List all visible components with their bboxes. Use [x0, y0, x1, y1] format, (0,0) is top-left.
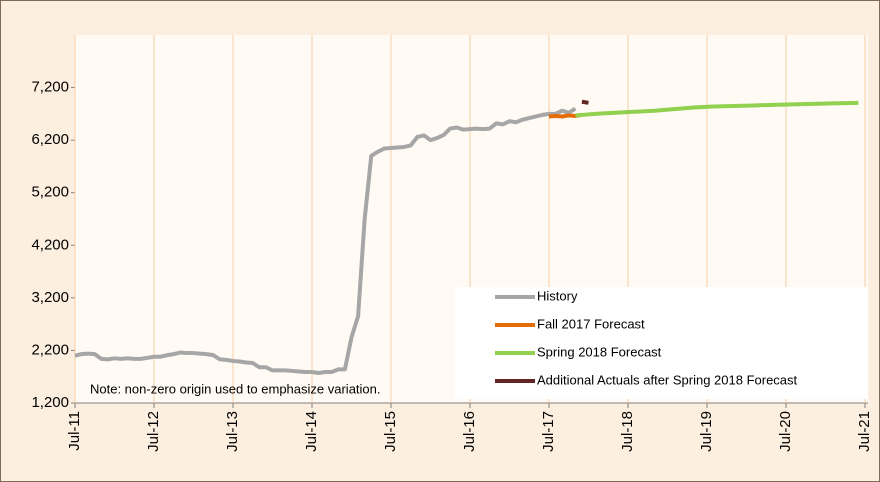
y-tick-label: 2,200	[31, 341, 69, 358]
x-tick-label: Jul-12	[145, 411, 162, 452]
x-tick-label: Jul-11	[66, 411, 83, 451]
marks	[74, 99, 859, 376]
y-tick-label: 3,200	[31, 289, 69, 306]
y-tick-label: 4,200	[31, 236, 69, 253]
x-tick-label: Jul-18	[619, 411, 636, 452]
x-tick-label: Jul-17	[540, 411, 557, 452]
x-tick-label: Jul-19	[698, 411, 715, 452]
series-line	[74, 106, 577, 376]
legend-label: Fall 2017 Forecast	[537, 316, 645, 331]
legend-label: Spring 2018 Forecast	[537, 344, 662, 359]
legend-items: History Fall 2017 Forecast Spring 2018 For…	[495, 288, 798, 387]
x-tick-label: Jul-21	[856, 411, 873, 452]
y-tick-label: 5,200	[31, 184, 69, 201]
y-tick-label: 7,200	[31, 79, 69, 96]
x-tick-label: Jul-13	[224, 411, 241, 452]
y-tick-label: 1,200	[31, 394, 69, 411]
x-tick-label: Jul-15	[382, 411, 399, 452]
grid: 1,200 2,200 3,200 4,200 5,200 6,200 7,200 Jul-1…	[31, 35, 873, 452]
note: Note: non-zero origin used to emphasize …	[90, 381, 381, 396]
x-tick-label: Jul-16	[461, 411, 478, 452]
x-tick-label: Jul-20	[777, 411, 794, 452]
legend-label: History	[537, 288, 578, 303]
series-line	[581, 99, 589, 105]
series-line	[575, 100, 859, 118]
y-tick-label: 6,200	[31, 131, 69, 148]
legend-label: Additional Actuals after Spring 2018 For…	[537, 372, 798, 387]
x-tick-label: Jul-14	[303, 411, 320, 452]
